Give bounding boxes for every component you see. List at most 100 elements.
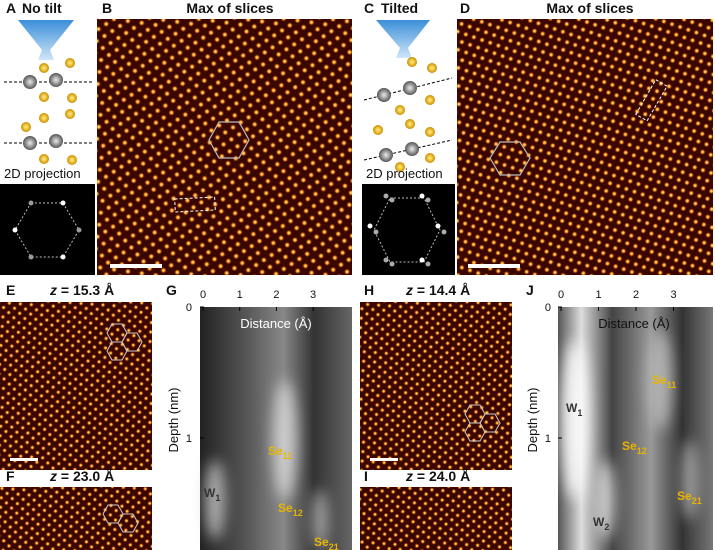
shape: [205, 380, 328, 550]
panel-title: Tilted: [381, 0, 418, 16]
y-tick-label: 0: [545, 302, 551, 314]
shape: [648, 330, 672, 430]
annotation: Se: [278, 501, 293, 515]
x-tick-label: 1: [237, 289, 243, 301]
shape: [39, 63, 49, 73]
shape: [39, 92, 49, 102]
shape: W1: [566, 401, 582, 418]
shape: [389, 261, 395, 267]
shape: [635, 78, 668, 122]
caption: 2D projection: [4, 166, 81, 181]
caption: 2D projection: [366, 166, 443, 181]
annotation-sub: 11: [283, 451, 293, 461]
shape: [373, 125, 383, 135]
shape: [65, 109, 75, 119]
x-tick-label: 1: [595, 289, 601, 301]
annotation-sub: 1: [577, 408, 582, 418]
shape: [395, 162, 405, 172]
y-tick-label: 1: [545, 433, 551, 445]
shape: [561, 330, 699, 540]
image: [360, 487, 512, 550]
value: = 23.0 Å: [61, 468, 114, 484]
shape: [312, 490, 328, 550]
image: [457, 19, 713, 275]
panel-title: No tilt: [22, 0, 62, 16]
shape: [441, 229, 447, 235]
shape: [49, 134, 63, 148]
x-tick-label: 0: [558, 289, 564, 301]
shape: [425, 127, 435, 137]
panel-letter: F: [6, 468, 15, 484]
value: = 14.4 Å: [417, 282, 470, 298]
shape: Se21: [677, 489, 702, 506]
shape: Se21: [314, 535, 339, 550]
panel-letter: J: [526, 282, 534, 298]
shape: z = 23.0 Å: [49, 468, 114, 484]
panel-a: A No tilt 2D projection: [0, 0, 95, 275]
shape: [49, 73, 63, 87]
image: [97, 19, 352, 275]
scale-bar: [468, 264, 520, 268]
panel-b: B Max of slices: [97, 0, 352, 275]
shape: [117, 513, 139, 533]
shape: [425, 261, 431, 267]
annotation: Se: [268, 444, 283, 458]
shape: [67, 93, 77, 103]
shape: [435, 223, 441, 229]
scale-bar: [370, 458, 398, 461]
shape: [464, 422, 486, 442]
shape: [425, 197, 431, 203]
shape: [405, 119, 415, 129]
panel-letter: H: [364, 282, 374, 298]
x-axis-label: Distance (Å): [598, 316, 670, 331]
shape: [395, 105, 405, 115]
shape: Se11: [268, 444, 292, 461]
shape: W1: [204, 486, 220, 503]
value: = 15.3 Å: [61, 282, 114, 298]
shape: W2: [593, 515, 609, 532]
variable: z: [405, 282, 413, 298]
shape: [403, 81, 417, 95]
shape: [464, 404, 501, 442]
variable: z: [49, 468, 57, 484]
x-tick-label: 0: [200, 289, 206, 301]
annotation-sub: 21: [329, 542, 339, 550]
panel-letter: A: [6, 0, 16, 16]
shape: [373, 229, 379, 235]
panel-letter: B: [102, 0, 112, 16]
y-axis-label: Depth (nm): [525, 387, 540, 452]
image: [0, 487, 152, 550]
shape: [379, 148, 393, 162]
annotation: W: [566, 401, 578, 415]
annotation-sub: 1: [215, 493, 220, 503]
panel-h: H z = 14.4 Å: [360, 282, 512, 470]
annotation: Se: [677, 489, 692, 503]
shape: [60, 254, 66, 260]
panel-g: G Distance (Å) Depth (nm) Se11 Se12 Se21…: [166, 282, 352, 550]
annotation-sub: 12: [637, 446, 647, 456]
shape: [681, 440, 699, 520]
shape: [65, 58, 75, 68]
shape: [561, 340, 589, 500]
annotation: W: [204, 486, 216, 500]
annotation: Se: [652, 373, 667, 387]
panel-title: Max of slices: [546, 0, 633, 16]
annotation: Se: [314, 535, 329, 549]
shape: [23, 75, 37, 89]
annotation-sub: 2: [604, 522, 609, 532]
annotation-sub: 11: [667, 380, 677, 390]
x-axis-label: Distance (Å): [240, 316, 312, 331]
shape: Se12: [278, 501, 303, 518]
shape: [67, 155, 77, 165]
shape: [174, 196, 216, 213]
shape: z = 14.4 Å: [405, 282, 470, 298]
shape: [208, 121, 250, 159]
shape: [28, 200, 34, 206]
annotation: Se: [622, 439, 637, 453]
variable: z: [49, 282, 57, 298]
shape: [419, 193, 425, 199]
shape: [106, 323, 143, 361]
panel-letter: D: [460, 0, 470, 16]
panel-letter: E: [6, 282, 15, 298]
annotation-sub: 21: [692, 496, 702, 506]
